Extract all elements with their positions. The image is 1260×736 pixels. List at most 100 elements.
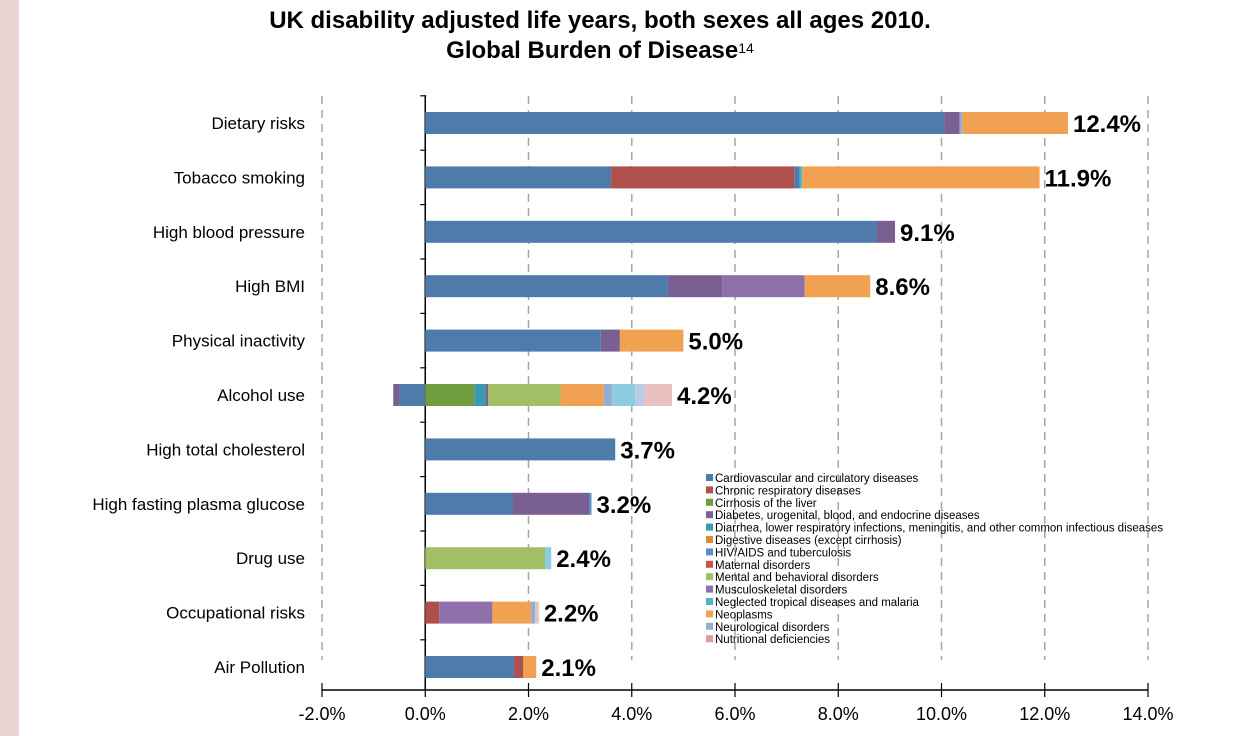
x-tick-label: 8.0% <box>818 704 859 724</box>
legend-label: Digestive diseases (except cirrhosis) <box>715 535 902 547</box>
total-value-label: 5.0% <box>688 329 743 356</box>
x-tick-label: 12.0% <box>1019 704 1070 724</box>
legend-label: Diabetes, urogenital, blood, and endocri… <box>715 510 980 522</box>
chart-title-line-1: UK disability adjusted life years, both … <box>269 7 931 34</box>
bar-segment <box>474 384 486 406</box>
legend-swatch <box>706 486 713 494</box>
total-value-label: 11.9% <box>1045 165 1112 192</box>
legend-swatch <box>706 573 713 581</box>
legend-swatch <box>706 548 713 556</box>
bar-segment <box>722 275 805 298</box>
legend-swatch <box>706 622 713 630</box>
bar-segment <box>514 656 524 678</box>
category-label: Dietary risks <box>211 114 305 133</box>
bar-segment <box>425 112 945 134</box>
category-label: High BMI <box>235 277 305 296</box>
bar-segment <box>399 384 426 406</box>
category-label: Alcohol use <box>217 386 305 405</box>
category-label: High blood pressure <box>153 223 305 242</box>
legend-label: Diarrhea, lower respiratory infections, … <box>715 523 1163 535</box>
legend-swatch <box>706 474 713 481</box>
bar-segment <box>425 601 440 624</box>
bar-segment <box>523 656 537 678</box>
bar-segment <box>644 384 673 406</box>
bar-segment <box>535 601 539 624</box>
bar-segment <box>425 220 877 243</box>
bar-segment <box>603 384 613 406</box>
bar-segment <box>799 166 803 189</box>
bar-segment <box>545 547 552 570</box>
legend-swatch <box>706 635 713 643</box>
bar-segment <box>804 275 871 298</box>
category-label: Physical inactivity <box>172 332 306 351</box>
legend-label: Neurological disorders <box>715 622 830 634</box>
legend-label: Neoplasms <box>715 609 773 621</box>
x-tick-label: 14.0% <box>1122 704 1173 724</box>
legend-swatch <box>706 523 713 531</box>
x-tick-label: 0.0% <box>405 704 446 724</box>
legend-label: Mental and behavioral disorders <box>715 572 879 584</box>
x-tick-label: 10.0% <box>916 704 967 724</box>
bar-segment <box>962 112 1068 134</box>
category-label: High total cholesterol <box>146 440 305 459</box>
bar-segment <box>531 601 536 624</box>
bar-segment <box>488 384 561 406</box>
chart-title-line-2: Global Burden of Disease14 <box>150 36 1050 66</box>
total-value-label: 3.7% <box>620 437 675 464</box>
chart-title-line-2-text: Global Burden of Disease <box>446 37 739 64</box>
legend-label: Cirrhosis of the liver <box>715 498 817 510</box>
bar-segment <box>619 329 684 352</box>
category-label: Air Pollution <box>214 658 305 677</box>
bar-segment <box>425 166 612 189</box>
total-value-label: 3.2% <box>596 492 651 519</box>
category-label: Occupational risks <box>166 604 305 623</box>
bar-segment <box>425 329 601 352</box>
x-tick-label: 2.0% <box>508 704 549 724</box>
legend-swatch <box>706 536 713 543</box>
category-label: Tobacco smoking <box>174 168 305 187</box>
bar-segment <box>425 275 668 298</box>
legend-swatch <box>706 560 713 568</box>
total-value-label: 2.2% <box>544 601 599 628</box>
legend-label: Musculoskeletal disorders <box>715 585 848 597</box>
bar-segment <box>425 492 514 515</box>
bar-segment <box>635 384 645 406</box>
bar-segment <box>667 275 723 298</box>
bar-segment <box>560 384 604 406</box>
bar-segment <box>876 220 896 243</box>
category-label: High fasting plasma glucose <box>92 495 305 514</box>
total-value-label: 12.4% <box>1073 111 1141 138</box>
bar-segment <box>611 166 795 189</box>
bar-segment <box>485 384 489 406</box>
bar-segment <box>425 547 546 570</box>
bar-segment <box>425 656 515 678</box>
total-value-label: 4.2% <box>677 383 732 410</box>
category-label: Drug use <box>236 549 305 568</box>
legend-swatch <box>706 598 713 605</box>
legend-label: Maternal disorders <box>715 560 810 572</box>
bar-segment <box>425 438 616 461</box>
bar-segment <box>439 601 493 624</box>
x-tick-label: 4.0% <box>611 704 652 724</box>
bar-segment <box>944 112 960 134</box>
bar-segment <box>425 384 475 406</box>
legend-label: Cardiovascular and circulatory diseases <box>715 473 919 485</box>
legend-label: Chronic respiratory diseases <box>715 485 861 497</box>
bar-segment <box>393 384 400 406</box>
legend-swatch <box>706 585 713 593</box>
chart-title: UK disability adjusted life years, both … <box>150 6 1050 66</box>
bar-segment <box>600 329 620 352</box>
legend-label: Neglected tropical diseases and malaria <box>715 597 920 609</box>
bar-segment <box>589 492 592 515</box>
total-value-label: 8.6% <box>875 274 930 301</box>
total-value-label: 2.4% <box>556 546 611 573</box>
x-tick-label: -2.0% <box>298 704 345 724</box>
legend-swatch <box>706 610 713 618</box>
bar-segment <box>794 166 800 189</box>
bar-segment <box>612 384 636 406</box>
legend-swatch <box>706 511 713 519</box>
side-decor-strip <box>0 0 19 736</box>
legend-label: HIV/AIDS and tuberculosis <box>715 547 851 559</box>
bar-segment <box>802 166 1040 189</box>
